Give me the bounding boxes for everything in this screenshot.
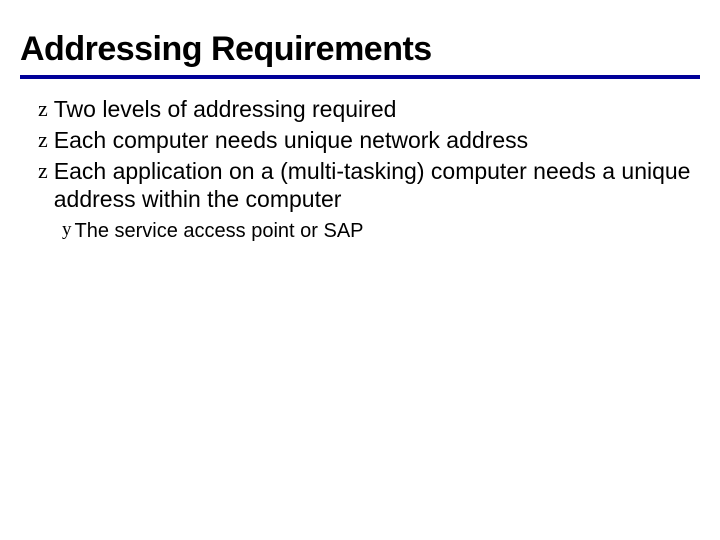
bullet-marker-icon: z — [38, 126, 48, 154]
list-item: z Each computer needs unique network add… — [38, 126, 700, 155]
sub-bullet-list: y The service access point or SAP — [20, 218, 700, 244]
bullet-text: Two levels of addressing required — [54, 95, 397, 124]
list-item: z Two levels of addressing required — [38, 95, 700, 124]
bullet-marker-icon: z — [38, 157, 48, 185]
bullet-marker-icon: z — [38, 95, 48, 123]
sub-bullet-text: The service access point or SAP — [75, 218, 364, 244]
slide-title: Addressing Requirements — [20, 30, 700, 79]
bullet-text: Each computer needs unique network addre… — [54, 126, 528, 155]
list-item: y The service access point or SAP — [62, 218, 700, 244]
sub-bullet-marker-icon: y — [62, 218, 72, 243]
main-bullet-list: z Two levels of addressing required z Ea… — [20, 95, 700, 214]
list-item: z Each application on a (multi-tasking) … — [38, 157, 700, 215]
bullet-text: Each application on a (multi-tasking) co… — [54, 157, 700, 215]
